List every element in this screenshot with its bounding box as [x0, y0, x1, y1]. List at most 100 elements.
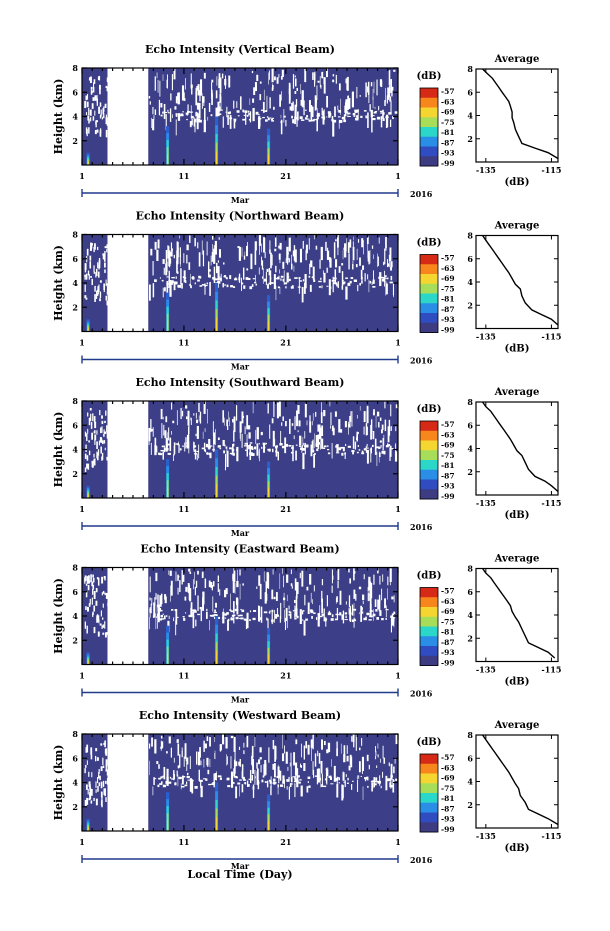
no-echo-cell	[360, 269, 363, 279]
no-echo-cell	[192, 611, 194, 615]
no-echo-cell	[171, 402, 173, 410]
no-echo-cell	[212, 276, 216, 280]
no-echo-cell	[238, 761, 240, 766]
no-echo-cell	[177, 285, 180, 288]
no-echo-cell	[379, 575, 381, 585]
no-echo-cell	[273, 596, 276, 600]
no-echo-cell	[352, 450, 355, 455]
no-echo-cell	[385, 609, 389, 611]
no-echo-cell	[84, 799, 87, 807]
no-echo-cell	[189, 120, 192, 128]
no-echo-cell	[151, 737, 153, 747]
no-echo-cell	[327, 612, 332, 616]
no-echo-cell	[366, 116, 368, 118]
no-echo-cell	[326, 250, 330, 260]
no-echo-cell	[263, 237, 266, 253]
no-echo-cell	[361, 276, 363, 280]
no-echo-cell	[289, 762, 291, 767]
no-echo-cell	[389, 281, 393, 284]
no-echo-cell	[307, 776, 311, 779]
no-echo-cell	[85, 764, 87, 768]
no-echo-cell	[278, 245, 280, 249]
no-echo-cell	[168, 111, 170, 114]
profile-y-tick-label: 4	[467, 277, 473, 287]
no-echo-cell	[182, 276, 186, 279]
no-echo-cell	[331, 614, 334, 618]
no-echo-cell	[97, 777, 99, 784]
no-echo-cell	[95, 789, 97, 793]
no-echo-cell	[201, 447, 204, 450]
no-echo-cell	[311, 276, 314, 278]
panel-2: Echo Intensity (Northward Beam)Height (k…	[52, 210, 561, 372]
no-echo-cell	[167, 286, 171, 288]
no-echo-cell	[358, 449, 361, 451]
no-echo-cell	[198, 402, 200, 412]
no-echo-cell	[180, 113, 184, 116]
no-echo-cell	[207, 408, 208, 424]
no-echo-cell	[221, 617, 223, 619]
no-echo-cell	[257, 779, 260, 790]
year-label: 2016	[410, 189, 433, 199]
no-echo-cell	[378, 594, 381, 604]
no-echo-cell	[357, 431, 359, 435]
no-echo-cell	[384, 100, 386, 106]
no-echo-cell	[343, 281, 346, 284]
no-echo-cell	[288, 88, 291, 104]
no-echo-cell	[194, 238, 196, 247]
no-echo-cell	[90, 242, 92, 251]
no-echo-cell	[377, 743, 379, 749]
no-echo-cell	[87, 463, 90, 470]
no-echo-cell	[380, 785, 382, 789]
no-echo-cell	[174, 106, 177, 110]
no-echo-cell	[254, 250, 257, 265]
no-echo-cell	[285, 751, 288, 764]
no-echo-cell	[290, 286, 294, 289]
no-echo-cell	[354, 570, 356, 574]
colorbar-swatch	[420, 127, 438, 138]
panel-ylabel: Height (km)	[52, 245, 65, 321]
no-echo-cell	[341, 271, 344, 286]
no-echo-cell	[181, 85, 185, 101]
colorbar-label: -81	[441, 461, 455, 470]
no-echo-cell	[106, 120, 108, 126]
profile-y-tick-label: 8	[467, 64, 473, 74]
no-echo-cell	[347, 421, 349, 426]
no-echo-cell	[267, 448, 269, 451]
no-echo-cell	[382, 437, 384, 451]
no-echo-cell	[331, 569, 333, 584]
no-echo-cell	[232, 419, 234, 423]
no-echo-cell	[196, 751, 198, 765]
no-echo-cell	[353, 617, 355, 628]
no-echo-cell	[276, 608, 278, 611]
no-echo-cell	[268, 573, 270, 589]
no-echo-cell	[282, 416, 284, 422]
no-echo-cell	[201, 284, 205, 286]
data-gap	[107, 567, 149, 665]
no-echo-cell	[217, 575, 219, 582]
no-echo-cell	[261, 243, 262, 253]
profile-title: Average	[494, 554, 540, 565]
no-echo-cell	[96, 95, 98, 103]
no-echo-cell	[375, 746, 377, 753]
no-echo-cell	[98, 769, 100, 774]
no-echo-cell	[96, 451, 98, 459]
no-echo-cell	[349, 280, 352, 284]
no-echo-cell	[210, 255, 212, 266]
no-echo-cell	[101, 426, 103, 433]
no-echo-cell	[160, 781, 163, 784]
no-echo-cell	[372, 96, 374, 109]
no-echo-cell	[254, 776, 256, 779]
no-echo-cell	[193, 445, 197, 448]
no-echo-cell	[91, 461, 94, 464]
no-echo-cell	[244, 449, 248, 451]
month-label: Mar	[231, 861, 250, 871]
no-echo-cell	[277, 786, 279, 795]
no-echo-cell	[84, 467, 87, 473]
no-echo-cell	[211, 783, 215, 786]
no-echo-cell	[233, 443, 235, 447]
no-echo-cell	[299, 609, 302, 625]
no-echo-cell	[101, 795, 103, 802]
no-echo-cell	[249, 770, 252, 784]
profile-frame	[475, 234, 559, 330]
colorbar-swatch	[420, 440, 438, 451]
